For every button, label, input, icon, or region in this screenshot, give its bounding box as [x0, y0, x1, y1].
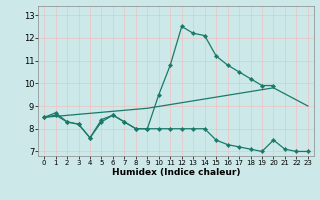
X-axis label: Humidex (Indice chaleur): Humidex (Indice chaleur)	[112, 168, 240, 177]
